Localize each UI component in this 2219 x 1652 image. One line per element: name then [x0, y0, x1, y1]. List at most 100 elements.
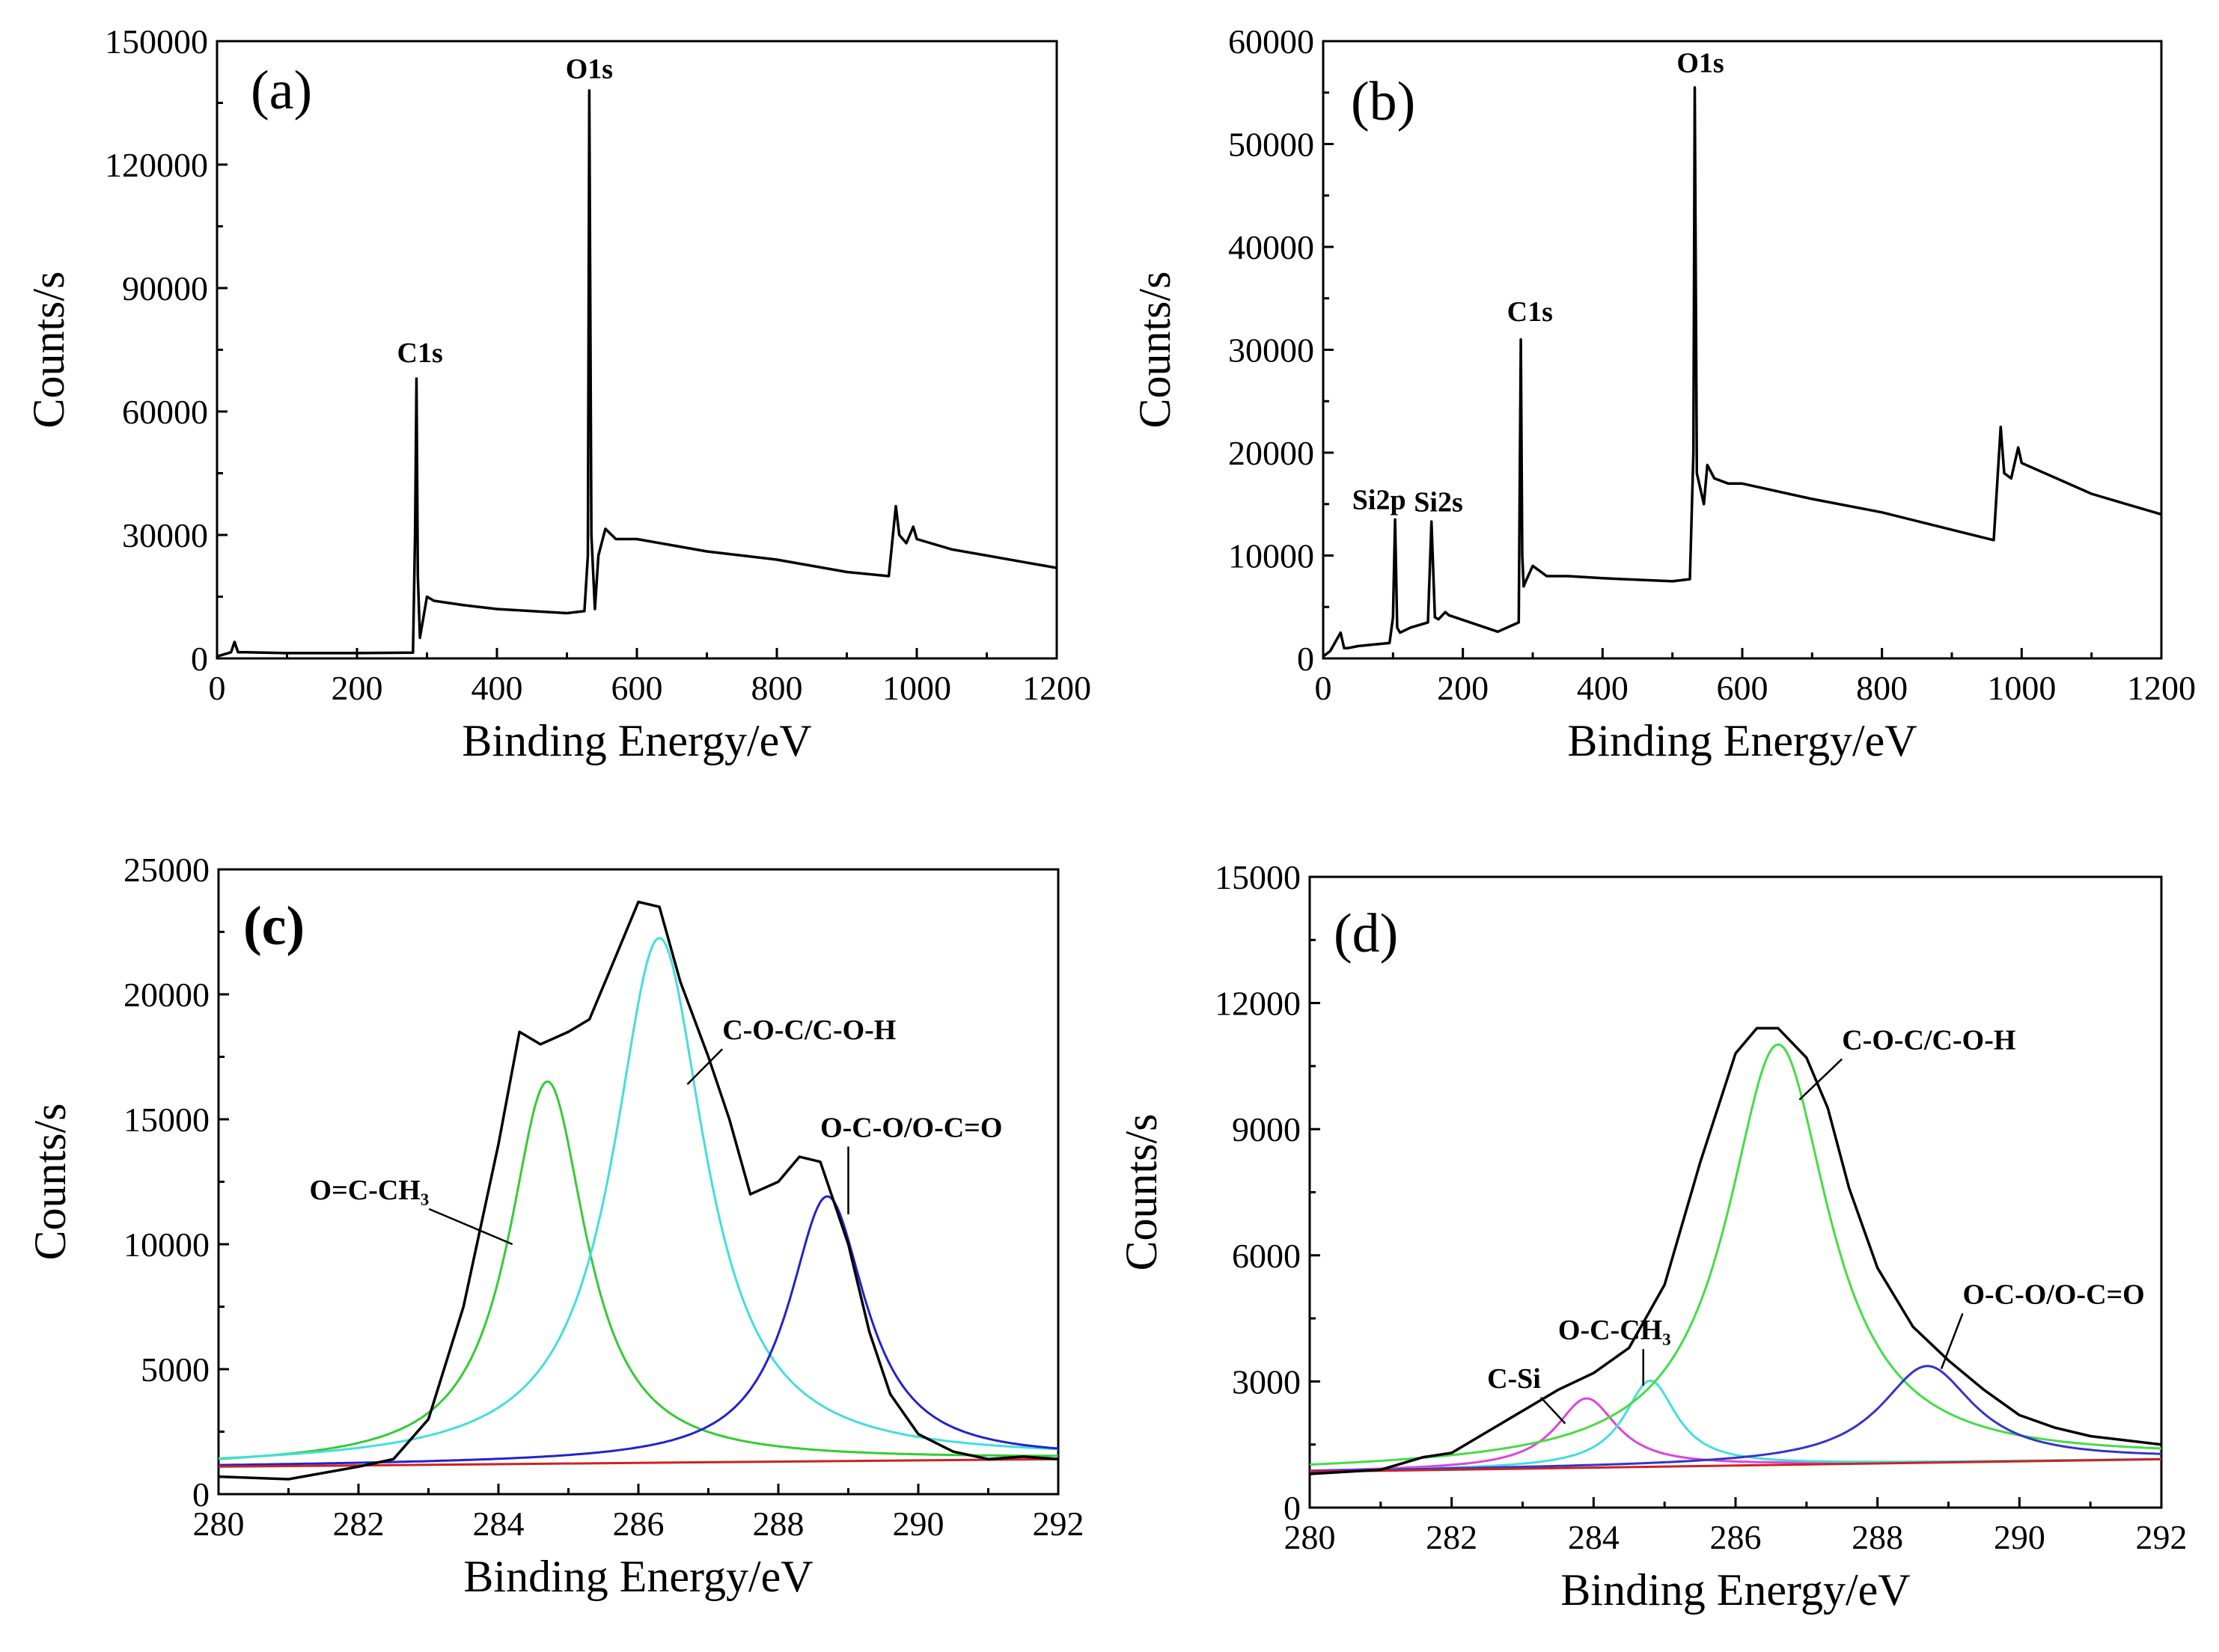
y-tick-label: 12000 [1215, 985, 1301, 1023]
panel-label: (b) [1351, 71, 1415, 132]
y-tick-label: 0 [191, 640, 208, 678]
y-tick-label: 0 [192, 1475, 210, 1514]
y-tick-label: 15000 [1215, 858, 1301, 896]
x-tick-label: 280 [1284, 1518, 1336, 1556]
x-tick-label: 290 [893, 1505, 944, 1543]
x-axis-title: Binding Energy/eV [463, 1552, 813, 1601]
x-tick-label: 600 [611, 669, 663, 707]
plot-frame [1308, 875, 2163, 1509]
y-axis-title: Counts/s [25, 1103, 75, 1260]
y-tick-label: 150000 [105, 22, 208, 61]
x-tick-label: 288 [1852, 1518, 1903, 1556]
x-tick-label: 400 [1577, 669, 1629, 707]
y-tick-label: 90000 [122, 269, 208, 308]
x-tick-label: 282 [333, 1505, 385, 1543]
y-tick-label: 15000 [123, 1101, 210, 1139]
annotation-leader [1798, 1058, 1843, 1101]
series-line-o-c-o-o-c-o [219, 1195, 1058, 1466]
series-line-survey [217, 89, 1057, 658]
x-tick-label: 800 [751, 669, 803, 707]
series-line-o-c-o-o-c-o [1310, 1365, 2161, 1472]
peak-label: O1s [1676, 47, 1724, 79]
x-tick-label: 800 [1856, 669, 1908, 707]
x-tick-label: 1200 [2127, 669, 2196, 707]
x-tick-label: 292 [2136, 1518, 2188, 1556]
y-axis-title: Counts/s [1117, 1113, 1166, 1270]
peak-label: C-O-C/C-O-H [1842, 1024, 2015, 1056]
x-tick-label: 200 [1437, 669, 1489, 707]
peak-label: O-C-CH₃ [1558, 1315, 1671, 1346]
x-tick-label: 400 [471, 669, 523, 707]
y-tick-label: 20000 [123, 976, 210, 1014]
y-tick-label: 30000 [1228, 331, 1314, 370]
series-line-experimental [219, 900, 1058, 1481]
panel-label: (a) [251, 60, 312, 121]
series-group [219, 900, 1058, 1481]
panel-label: (d) [1334, 903, 1398, 964]
series-line-o-c-ch3 [219, 1080, 1058, 1460]
series-line-background [1310, 1457, 2161, 1473]
x-tick-label: 284 [1568, 1518, 1620, 1556]
x-tick-label: 292 [1033, 1505, 1084, 1543]
y-tick-label: 9000 [1232, 1110, 1301, 1148]
annotation-leader [1539, 1396, 1566, 1425]
x-tick-label: 288 [753, 1505, 805, 1543]
peak-label: Si2s [1414, 486, 1462, 518]
panel-label: (c) [243, 896, 305, 957]
peak-label: O=C-CH₃ [310, 1175, 430, 1206]
y-tick-label: 60000 [122, 393, 208, 431]
y-tick-label: 10000 [1228, 537, 1314, 575]
y-tick-label: 0 [1297, 640, 1314, 678]
x-tick-label: 286 [613, 1505, 665, 1543]
peak-label: C1s [397, 337, 443, 369]
peak-label: C-O-C/C-O-H [722, 1015, 896, 1046]
y-tick-label: 0 [1284, 1489, 1301, 1527]
x-tick-label: 284 [473, 1505, 525, 1543]
annotation-leader [428, 1208, 513, 1246]
y-tick-label: 60000 [1228, 22, 1314, 61]
series-group [1310, 1027, 2161, 1475]
x-axis-title: Binding Energy/eV [462, 716, 811, 765]
annotation-leader [1940, 1312, 1964, 1369]
x-tick-label: 286 [1710, 1518, 1762, 1556]
series-line-c-o-c-c-o-h [1310, 1043, 2161, 1466]
series-group [1323, 86, 2161, 658]
series-line-c-o-c-c-o-h [219, 937, 1058, 1460]
chart-panel-b: 0 200 400 600 800 1000 1200 0 10000 20000 30000 400… [1130, 22, 2196, 765]
peak-label: O-C-O/O-C=O [1962, 1279, 2144, 1310]
peak-label: Si2p [1352, 485, 1406, 516]
peak-label: C-Si [1487, 1363, 1541, 1395]
y-axis-title: Counts/s [1130, 271, 1179, 428]
x-tick-label: 0 [209, 669, 226, 707]
x-tick-label: 1200 [1022, 669, 1091, 707]
y-tick-label: 10000 [123, 1226, 210, 1264]
peak-label: C1s [1507, 296, 1553, 328]
y-tick-label: 6000 [1232, 1237, 1301, 1275]
y-tick-label: 120000 [105, 146, 208, 184]
x-tick-label: 0 [1315, 669, 1332, 707]
plot-frame [1322, 40, 2163, 660]
peak-label: O1s [566, 54, 613, 85]
y-tick-label: 30000 [122, 516, 208, 554]
series-group [217, 89, 1057, 658]
x-tick-label: 290 [1994, 1518, 2045, 1556]
chart-panel-c: 280 282 284 286 288 290 292 0 5000 10000 15000 2000… [25, 851, 1084, 1601]
x-tick-label: 600 [1717, 669, 1768, 707]
y-tick-label: 40000 [1228, 228, 1314, 266]
x-tick-label: 1000 [1987, 669, 2056, 707]
series-line-experimental [1310, 1027, 2161, 1475]
y-tick-label: 3000 [1232, 1362, 1301, 1401]
x-axis-title: Binding Energy/eV [1560, 1565, 1910, 1615]
x-axis-title: Binding Energy/eV [1567, 716, 1917, 765]
y-tick-label: 25000 [123, 851, 210, 889]
x-tick-label: 200 [332, 669, 383, 707]
y-axis-title: Counts/s [24, 271, 73, 428]
plot-frame [216, 40, 1058, 660]
y-tick-label: 50000 [1228, 126, 1314, 164]
y-tick-label: 5000 [141, 1350, 210, 1389]
series-line-survey [1323, 86, 2161, 658]
peak-label: O-C-O/O-C=O [820, 1112, 1002, 1143]
x-tick-label: 280 [193, 1505, 245, 1543]
y-tick-label: 20000 [1228, 434, 1314, 472]
